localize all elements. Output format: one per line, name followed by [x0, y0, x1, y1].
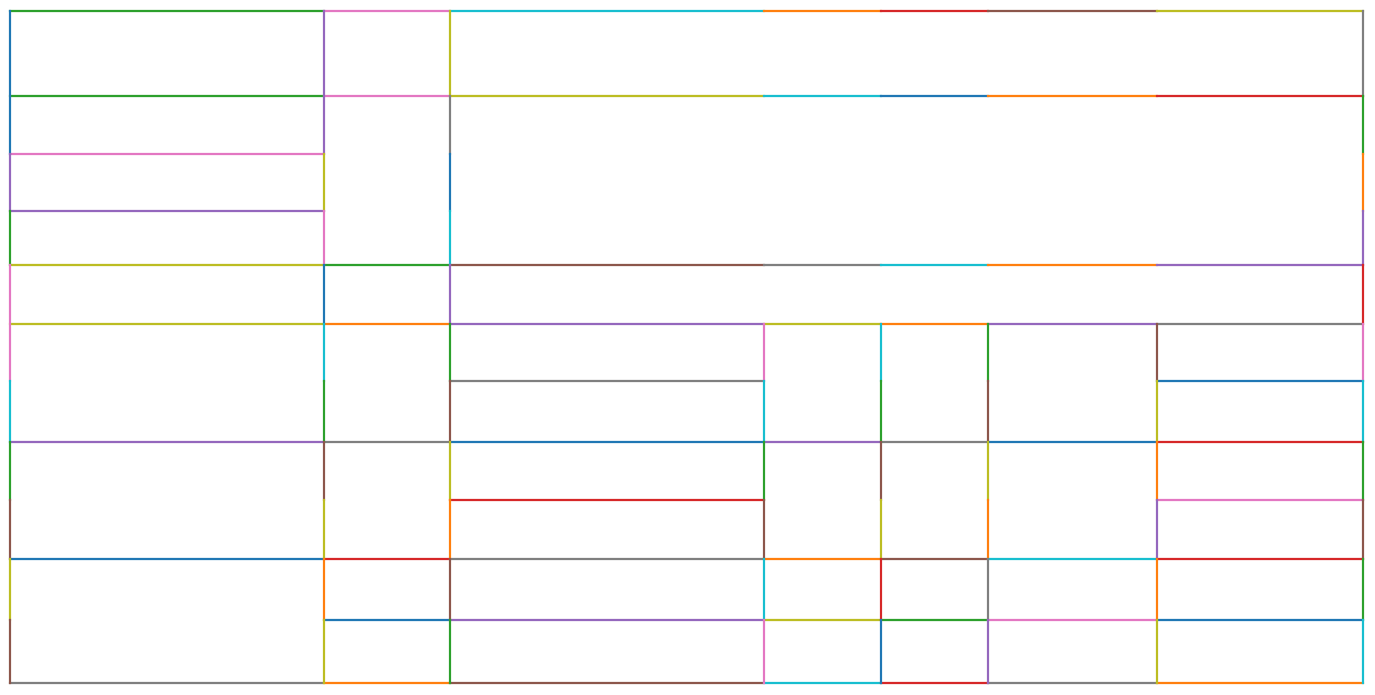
partition-diagram — [8, 9, 1365, 685]
